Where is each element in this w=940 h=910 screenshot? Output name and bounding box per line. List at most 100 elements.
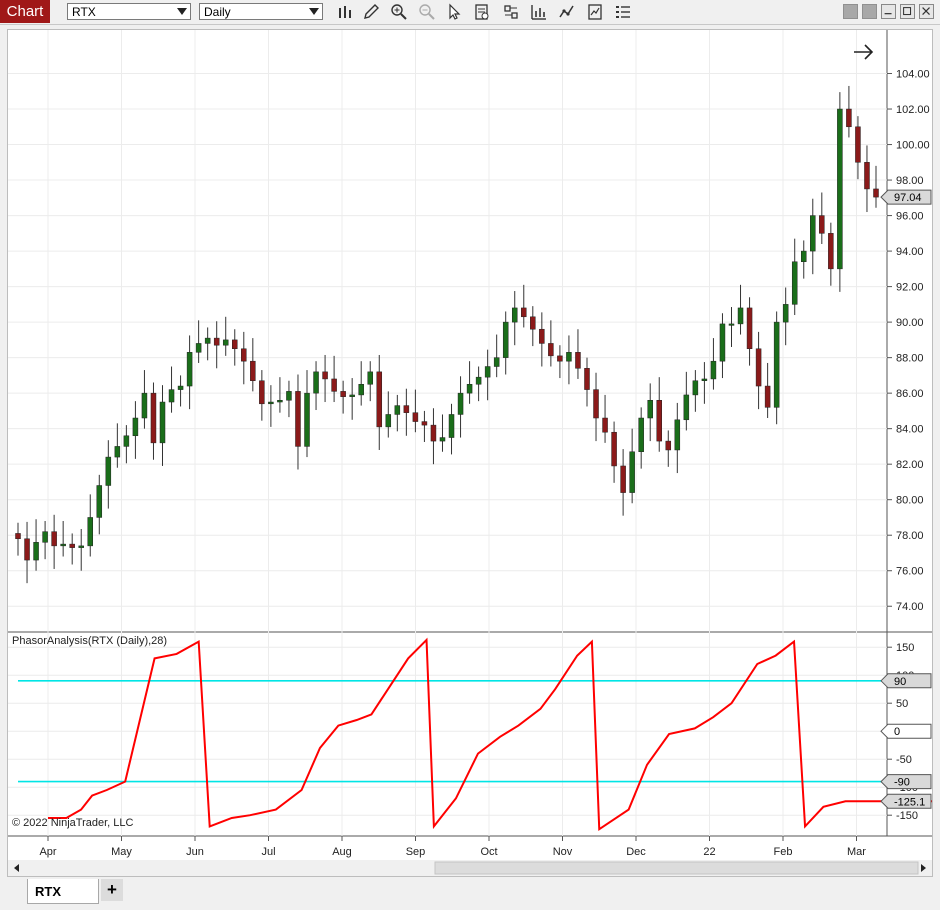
- interval-selector[interactable]: Daily: [199, 3, 323, 20]
- instrument-value: RTX: [72, 5, 96, 19]
- candle-body: [394, 405, 401, 415]
- price-axis-label: 78.00: [896, 530, 924, 542]
- indicator-axis-label: 150: [896, 642, 914, 654]
- price-axis-label: 104.00: [896, 69, 930, 81]
- candle-body: [376, 371, 383, 428]
- add-tab-button[interactable]: +: [101, 879, 123, 901]
- candle-body: [60, 543, 66, 547]
- arrow-right-icon[interactable]: [854, 44, 874, 60]
- time-axis-label: Jul: [261, 846, 275, 858]
- draw-pencil-icon[interactable]: [362, 3, 380, 21]
- copyright-text: © 2022 NinjaTrader, LLC: [12, 817, 133, 829]
- candle-body: [719, 323, 726, 362]
- tab-rtx[interactable]: RTX: [27, 879, 99, 904]
- candle-body: [493, 357, 500, 367]
- time-axis-label: May: [111, 846, 132, 858]
- indicator-axis-label: 50: [896, 698, 908, 710]
- zoom-out-icon[interactable]: [418, 3, 436, 21]
- candle-body: [159, 401, 166, 444]
- chevron-left-icon[interactable]: [14, 864, 19, 872]
- candle-body: [701, 378, 708, 381]
- bar-type-icon[interactable]: [336, 3, 354, 21]
- more-options-icon[interactable]: [614, 3, 632, 21]
- candle-body: [575, 352, 581, 369]
- data-box-icon[interactable]: [473, 3, 491, 21]
- candle-body: [24, 538, 30, 561]
- candle-body: [710, 360, 717, 380]
- candle-body: [412, 412, 419, 422]
- chart-title-label[interactable]: Chart: [0, 0, 50, 23]
- chart-trader-icon[interactable]: [586, 3, 604, 21]
- candle-body: [123, 435, 130, 447]
- scrollbar-thumb[interactable]: [434, 861, 919, 875]
- candle-body: [168, 389, 175, 403]
- minimize-icon[interactable]: [881, 4, 896, 19]
- candle-body: [530, 316, 536, 330]
- candle-body: [42, 531, 48, 543]
- candle-body: [340, 391, 346, 397]
- candle-body: [800, 250, 807, 262]
- maximize-icon[interactable]: [900, 4, 915, 19]
- indicator-value-label: 90: [894, 676, 906, 688]
- close-icon[interactable]: [919, 4, 934, 19]
- tile-icon[interactable]: [843, 4, 858, 19]
- chart-canvas[interactable]: Apr May Jun Jul Aug Sep Oct Nov Dec 22 Feb Mar 104.0…: [8, 30, 932, 876]
- indicator-value-marker: [880, 793, 932, 809]
- candle-body: [78, 545, 84, 548]
- chart-area[interactable]: Apr May Jun Jul Aug Sep Oct Nov Dec 22 Feb Mar 104.0…: [7, 29, 933, 877]
- candle-body: [232, 339, 238, 350]
- candle-body: [286, 391, 292, 401]
- candle-body: [51, 531, 57, 547]
- candle-body: [764, 385, 771, 408]
- candle-body: [502, 321, 509, 358]
- candle-body: [837, 108, 843, 270]
- candle-body: [322, 371, 328, 380]
- indicator-value-label: -125.1: [894, 796, 925, 808]
- time-axis-label: 22: [703, 846, 715, 858]
- instrument-selector[interactable]: RTX: [67, 3, 191, 20]
- candle-body: [114, 446, 121, 458]
- candle-body: [367, 371, 373, 385]
- candle-body: [855, 126, 861, 163]
- price-axis-label: 98.00: [896, 175, 924, 187]
- chevron-right-icon[interactable]: [921, 864, 926, 872]
- candle-body: [511, 307, 518, 323]
- candle-body: [250, 360, 256, 381]
- candle-body: [584, 368, 590, 390]
- candle-body: [105, 456, 112, 486]
- price-axis-label: 94.00: [896, 246, 924, 258]
- properties-icon[interactable]: [502, 3, 520, 21]
- time-axis-label: Jun: [186, 846, 204, 858]
- price-axis-label: 84.00: [896, 424, 924, 436]
- indicator-axis-label: -150: [896, 810, 918, 822]
- strategies-icon[interactable]: [558, 3, 576, 21]
- price-axis-label: 92.00: [896, 282, 924, 294]
- candle-body: [629, 451, 635, 493]
- pointer-icon[interactable]: [445, 3, 463, 21]
- price-axis-label: 82.00: [896, 459, 924, 471]
- indicator-axis-label: -50: [896, 754, 912, 766]
- time-axis-label: Aug: [332, 846, 352, 858]
- candle-body: [241, 348, 247, 362]
- candle-body: [295, 391, 301, 447]
- tile-icon[interactable]: [862, 4, 877, 19]
- candle-body: [87, 517, 94, 547]
- candle-body: [96, 485, 103, 518]
- indicators-icon[interactable]: [530, 3, 548, 21]
- chevron-down-icon: [309, 8, 319, 15]
- zoom-in-icon[interactable]: [390, 3, 408, 21]
- last-price-marker: [880, 189, 932, 205]
- candle-body: [304, 392, 310, 447]
- horizontal-scrollbar[interactable]: [8, 860, 932, 876]
- time-axis-label: Nov: [553, 846, 573, 858]
- price-panel-background: [8, 30, 887, 632]
- candle-body: [782, 304, 789, 323]
- candle-body: [33, 542, 39, 561]
- candle-body: [331, 378, 337, 392]
- candle-body: [141, 392, 148, 419]
- time-axis-label: Apr: [39, 846, 56, 858]
- price-axis-label: 74.00: [896, 601, 924, 613]
- candle-body: [268, 401, 274, 405]
- candle-body: [421, 421, 428, 426]
- candle-body: [259, 380, 265, 405]
